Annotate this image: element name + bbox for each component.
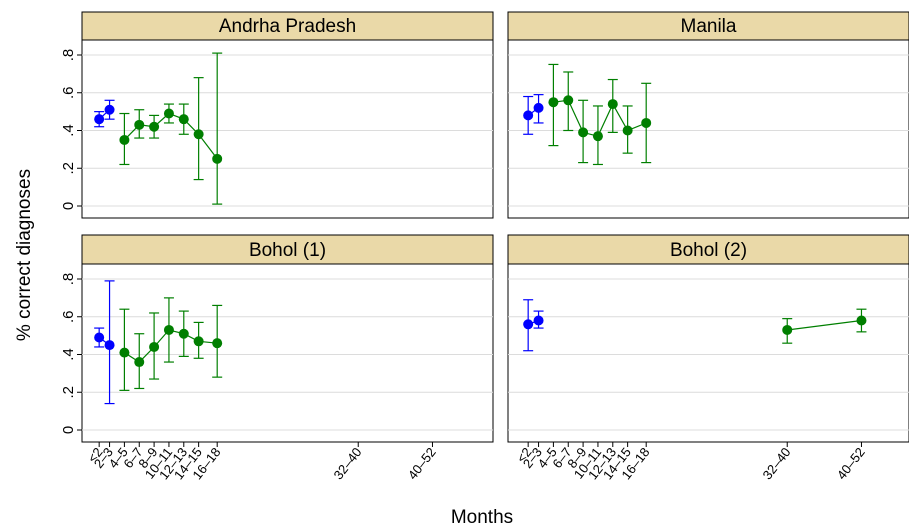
green-series-point <box>119 134 130 145</box>
green-series-point <box>119 347 130 358</box>
x-tick-label: 32–40 <box>331 445 365 483</box>
y-tick-label: 0 <box>60 426 77 434</box>
blue-series-point <box>104 340 115 351</box>
green-series-point <box>178 114 189 125</box>
y-axis-ticks: 0 .2 .4 .6 .8 0 .2 .4 .6 .8 <box>60 49 82 434</box>
green-series-point <box>193 336 204 347</box>
blue-series-point <box>533 102 544 113</box>
y-tick-label: .2 <box>60 386 77 399</box>
green-series-point <box>578 127 589 138</box>
panel-strip <box>81 11 494 41</box>
green-series-point <box>134 357 145 368</box>
y-tick-label: 0 <box>60 202 77 210</box>
panel-title: Bohol (1) <box>249 240 326 261</box>
blue-series-point <box>523 110 534 121</box>
panel-2: Manila <box>507 11 909 219</box>
x-tick-label: 40–52 <box>405 445 439 483</box>
green-series-point <box>149 121 160 132</box>
green-series-point <box>149 341 160 352</box>
x-tick-label: 32–40 <box>760 445 794 483</box>
blue-series-point <box>523 319 534 330</box>
panel-1: Andrha Pradesh <box>81 11 494 219</box>
plot-area <box>507 263 909 443</box>
panel-strip <box>81 234 494 265</box>
blue-series-point <box>94 114 105 125</box>
panel-title: Bohol (2) <box>670 240 747 261</box>
green-series-point <box>163 108 174 119</box>
x-axis-title: Months <box>451 507 513 528</box>
x-tick-label: 40–52 <box>834 445 868 483</box>
y-tick-label: .6 <box>60 310 77 323</box>
green-series-point <box>641 117 652 128</box>
plot-area <box>81 39 494 219</box>
panel-title: Andrha Pradesh <box>219 16 356 37</box>
green-series-point <box>548 97 559 108</box>
x-tick-label: <2 <box>514 445 535 466</box>
y-tick-label: .2 <box>60 162 77 175</box>
y-tick-label: .6 <box>60 86 77 99</box>
y-tick-label: .8 <box>60 273 77 286</box>
panel-title: Manila <box>681 16 737 37</box>
x-tick-label: <2 <box>85 445 106 466</box>
green-series-point <box>212 153 223 164</box>
green-series-point <box>563 95 574 106</box>
green-series-point <box>856 315 867 326</box>
y-tick-label: .4 <box>60 348 77 361</box>
blue-series-point <box>94 332 105 343</box>
green-series-errorbar <box>212 52 223 205</box>
panel-strip <box>507 11 909 41</box>
green-series-point <box>782 324 793 335</box>
green-series-line <box>787 319 862 331</box>
y-tick-label: .8 <box>60 49 77 62</box>
green-series-point <box>592 131 603 142</box>
panels: Andrha Pradesh Manila Bohol (1) Bohol (2) <box>81 11 909 443</box>
green-series-point <box>134 119 145 130</box>
green-series-point <box>193 129 204 140</box>
panel-4: Bohol (2) <box>507 234 909 443</box>
green-series-point <box>178 328 189 339</box>
plot-area <box>507 39 909 219</box>
y-axis-title: % correct diagnoses <box>14 169 35 341</box>
green-series-point <box>607 99 618 110</box>
green-series-point <box>622 125 633 136</box>
green-series-errorbar <box>193 77 204 181</box>
green-series-point <box>163 324 174 335</box>
plot-area <box>81 263 494 443</box>
blue-series-point <box>104 104 115 115</box>
green-series-point <box>212 338 223 349</box>
y-tick-label: .4 <box>60 124 77 137</box>
panel-3: Bohol (1) <box>81 234 494 443</box>
blue-series-point <box>533 315 544 326</box>
